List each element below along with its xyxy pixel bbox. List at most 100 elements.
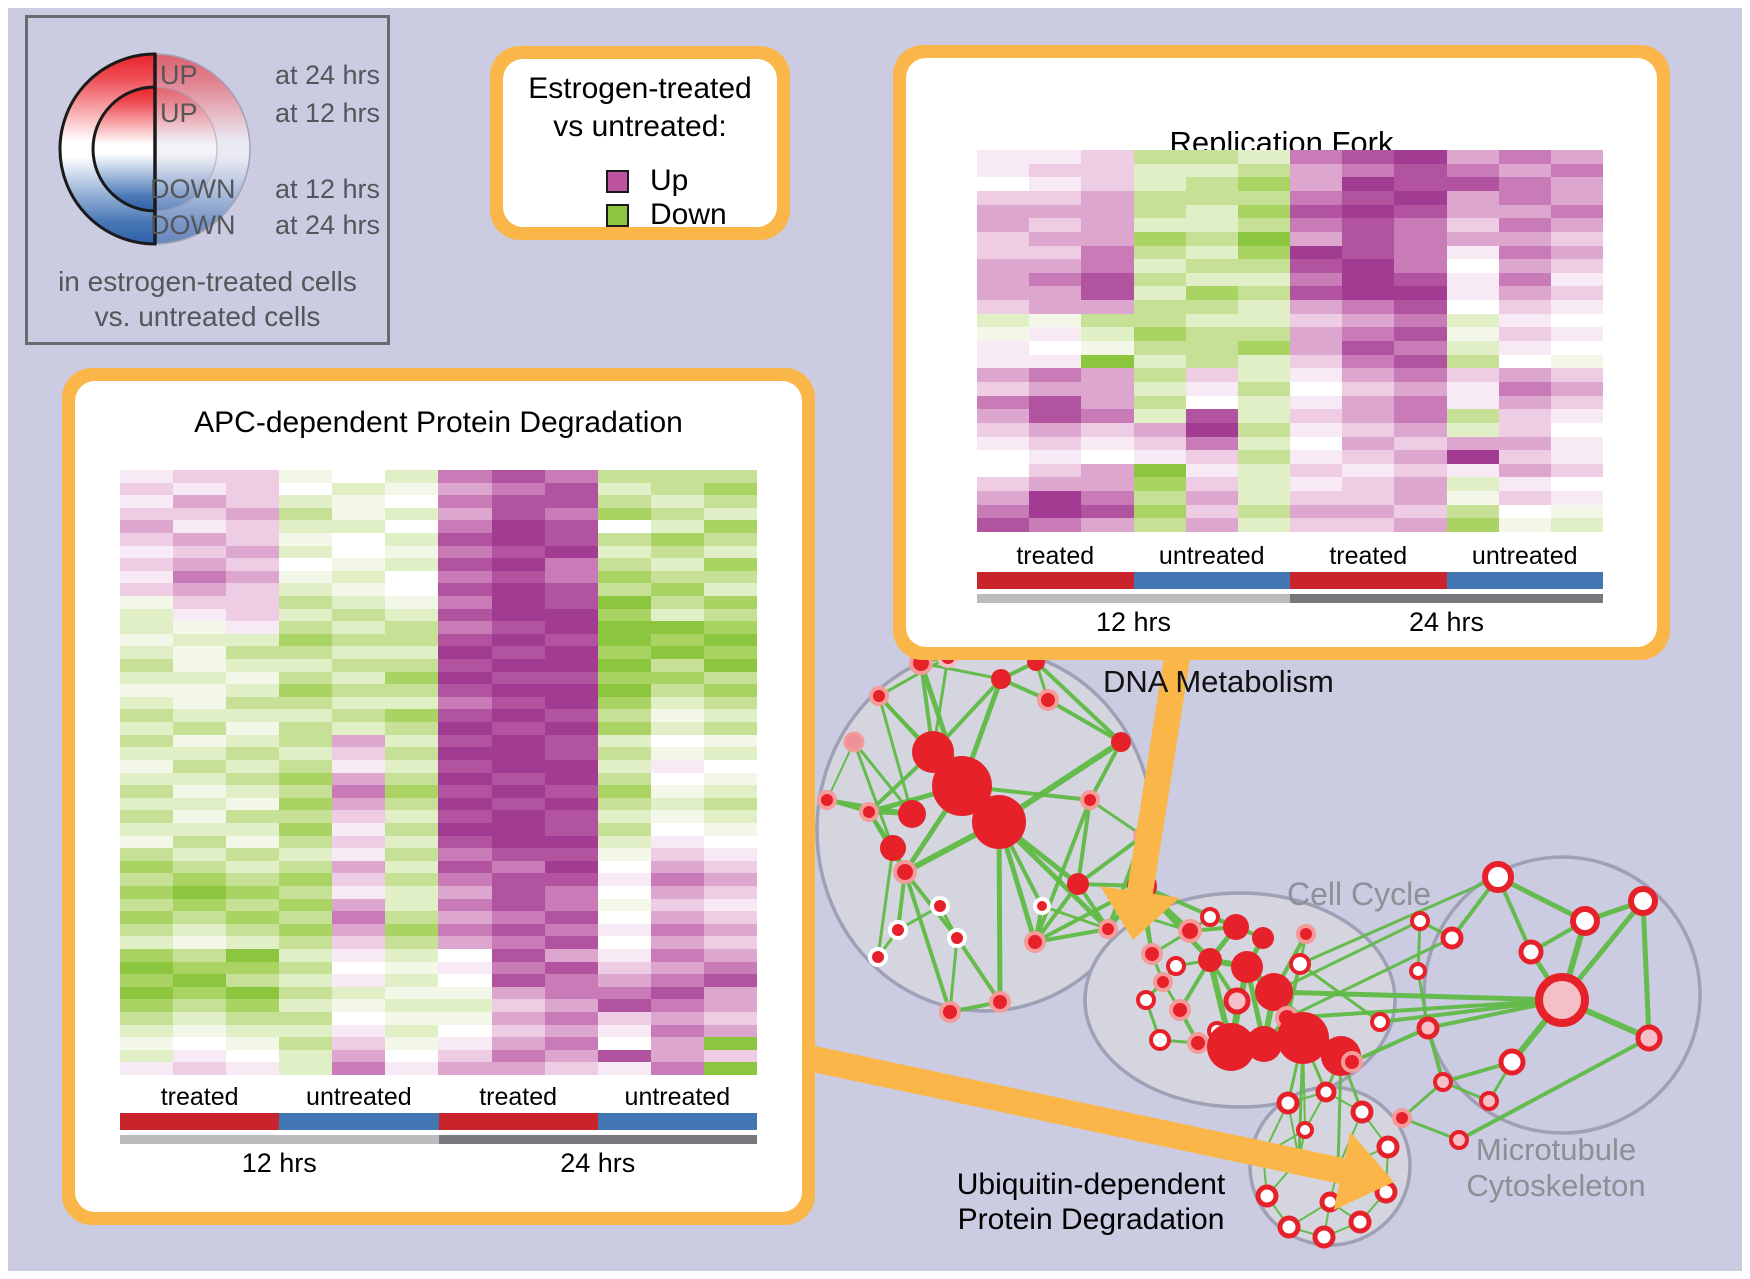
heatmap-cell bbox=[120, 545, 174, 559]
heatmap-cell bbox=[977, 381, 1030, 396]
heatmap-cell bbox=[173, 646, 227, 660]
heatmap-cell bbox=[332, 671, 386, 685]
heatmap-cell bbox=[1290, 204, 1343, 219]
heatmap-cell bbox=[1290, 245, 1343, 260]
heatmap-cell bbox=[226, 1011, 280, 1025]
heatmap-cell bbox=[1185, 231, 1238, 246]
heatmap-cell bbox=[332, 533, 386, 546]
heatmap-cell bbox=[385, 520, 439, 534]
heatmap-cell bbox=[279, 545, 333, 559]
heatmap-cell bbox=[1081, 177, 1134, 191]
heatmap-cell bbox=[597, 722, 651, 735]
heatmap-cell bbox=[1446, 177, 1499, 191]
heatmap-cell bbox=[1133, 190, 1186, 205]
heatmap-cell bbox=[1498, 245, 1551, 260]
heatmap-cell bbox=[1029, 163, 1082, 178]
heatmap-cell bbox=[650, 898, 704, 912]
network-node bbox=[1409, 962, 1427, 980]
heatmap-cell bbox=[544, 1011, 598, 1025]
network-node bbox=[1231, 951, 1263, 983]
heatmap-cell bbox=[226, 482, 280, 496]
heatmap-cell bbox=[597, 684, 651, 697]
heatmap-cell bbox=[279, 1024, 333, 1038]
legend-item-up: Up bbox=[606, 164, 688, 198]
heatmap-cell bbox=[332, 860, 386, 874]
heatmap-cell bbox=[385, 558, 439, 571]
network-node bbox=[1410, 911, 1430, 931]
heatmap-cell bbox=[385, 470, 439, 483]
heatmap-cell bbox=[120, 759, 174, 773]
network-edge bbox=[1457, 1036, 1651, 1142]
heatmap-cell bbox=[597, 696, 651, 710]
heatmap-cell bbox=[544, 621, 598, 634]
heatmap-cell bbox=[1081, 450, 1134, 464]
heatmap-cell bbox=[1133, 177, 1186, 191]
heatmap-cell bbox=[385, 759, 439, 773]
heatmap-cell bbox=[1550, 163, 1603, 178]
heatmap-cell bbox=[1237, 477, 1290, 492]
heatmap-cell bbox=[173, 999, 227, 1012]
heatmap-cell bbox=[385, 659, 439, 672]
heatmap-cell bbox=[977, 477, 1030, 492]
heatmap-cell bbox=[544, 734, 598, 748]
heatmap-cell bbox=[173, 659, 227, 672]
heatmap-cell bbox=[173, 533, 227, 546]
heatmap-cell bbox=[1133, 354, 1186, 369]
heatmap-cell bbox=[1498, 163, 1551, 178]
heatmap-cell bbox=[977, 300, 1030, 314]
network-node bbox=[1149, 1029, 1171, 1051]
heatmap-cell bbox=[597, 470, 651, 483]
heatmap-cell bbox=[650, 911, 704, 924]
heatmap-cell bbox=[1342, 272, 1395, 287]
heatmap-cell bbox=[173, 822, 227, 836]
heatmap-cell bbox=[332, 936, 386, 949]
heatmap-cell bbox=[1029, 491, 1082, 505]
heatmap-cell bbox=[1133, 163, 1186, 178]
heatmap-cell bbox=[226, 848, 280, 861]
time-color-bar bbox=[977, 594, 1290, 603]
heatmap-cell bbox=[1394, 150, 1447, 164]
heatmap-cell bbox=[279, 747, 333, 760]
heatmap-cell bbox=[173, 709, 227, 723]
network-node bbox=[869, 686, 889, 706]
heatmap-cell bbox=[1446, 518, 1499, 532]
heatmap-cell bbox=[1342, 436, 1395, 451]
heatmap-cell bbox=[1133, 422, 1186, 437]
heatmap-cell bbox=[650, 1062, 704, 1075]
network-edge bbox=[903, 870, 952, 1014]
heatmap-cell bbox=[650, 671, 704, 685]
network-edge bbox=[948, 936, 959, 1014]
heatmap-cell bbox=[1342, 286, 1395, 301]
heatmap-cell bbox=[650, 986, 704, 1000]
heatmap-cell bbox=[226, 923, 280, 937]
heatmap-cell bbox=[650, 533, 704, 546]
heatmap-cell bbox=[977, 341, 1030, 355]
heatmap-cell bbox=[1446, 504, 1499, 519]
heatmap-cell bbox=[650, 722, 704, 735]
heatmap-cell bbox=[544, 810, 598, 823]
heatmap-cell bbox=[491, 671, 545, 685]
heatmap-cell bbox=[491, 709, 545, 723]
condition-label: untreated bbox=[306, 1083, 412, 1111]
heatmap-cell bbox=[1446, 436, 1499, 451]
heatmap-cell bbox=[438, 860, 492, 874]
heatmap-cell bbox=[279, 709, 333, 723]
time-color-bar bbox=[120, 1135, 439, 1144]
heatmap-cell bbox=[703, 659, 757, 672]
heatmap-cell bbox=[977, 327, 1030, 341]
heatmap-cell bbox=[1081, 518, 1134, 532]
heatmap-cell bbox=[279, 633, 333, 647]
heatmap-cell bbox=[173, 470, 227, 483]
heatmap-cell bbox=[1290, 272, 1343, 287]
heatmap-cell bbox=[1394, 450, 1447, 464]
network-node bbox=[1080, 790, 1100, 810]
heatmap-cell bbox=[1446, 190, 1499, 205]
heatmap-cell bbox=[1550, 313, 1603, 328]
scale-time-label: at 12 hrs bbox=[274, 174, 380, 204]
condition-color-bar bbox=[597, 1113, 757, 1130]
heatmap-cell bbox=[703, 1024, 757, 1038]
heatmap-cell bbox=[703, 596, 757, 609]
heatmap-cell bbox=[1290, 354, 1343, 369]
heatmap-cell bbox=[385, 722, 439, 735]
heatmap-cell bbox=[1290, 231, 1343, 246]
